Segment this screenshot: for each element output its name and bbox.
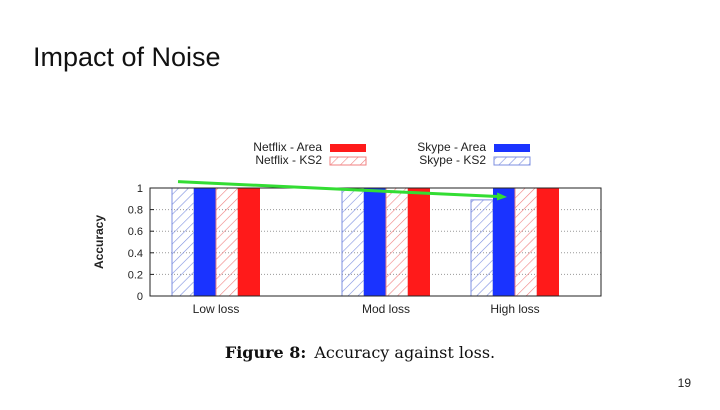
- page-number: 19: [677, 376, 691, 390]
- legend-label-netflix-ks2: Netflix - KS2: [255, 153, 322, 167]
- caption-text: Accuracy against loss.: [314, 343, 496, 362]
- legend-swatch-skype-area: [494, 144, 530, 152]
- bar-netflix-ks2-low-loss: [215, 187, 239, 297]
- axes: 0 0.2 0.4 0.6 0.8 1 Low loss Mod loss High loss A…: [92, 183, 602, 316]
- x-tick-label: Mod loss: [362, 302, 410, 316]
- y-tick-label: 0: [137, 291, 143, 303]
- bar-skype-ks2-low-loss: [171, 187, 195, 297]
- bar-netflix-area-high-loss: [537, 188, 559, 296]
- bar-skype-area-low-loss: [194, 188, 216, 296]
- bar-skype-area-high-loss: [493, 188, 515, 296]
- bar-skype-area-mod-loss: [364, 188, 386, 296]
- bar-netflix-ks2-mod-loss: [385, 187, 409, 297]
- y-tick-label: 0.4: [128, 248, 143, 260]
- y-tick-label: 0.8: [128, 205, 143, 217]
- y-tick-label: 0.6: [128, 226, 143, 238]
- plot-frame: [149, 187, 602, 297]
- x-tick-label: Low loss: [193, 302, 240, 316]
- caption-label: Figure 8:: [224, 343, 307, 362]
- bar-netflix-area-mod-loss: [408, 188, 430, 296]
- annotation: [177, 180, 507, 201]
- bar-skype-ks2-high-loss: [470, 199, 494, 297]
- legend-label-netflix-area: Netflix - Area: [253, 140, 322, 154]
- x-tick-label: High loss: [490, 302, 539, 316]
- bar-netflix-area-low-loss: [238, 188, 260, 296]
- legend-swatch-netflix-area: [330, 144, 366, 152]
- legend-swatch-skype-ks2: [493, 156, 531, 166]
- bars: [171, 187, 559, 297]
- bar-netflix-ks2-high-loss: [514, 187, 538, 297]
- figure-caption: Figure 8: Accuracy against loss.: [0, 343, 720, 362]
- legend-label-skype-area: Skype - Area: [417, 140, 486, 154]
- y-axis-label: Accuracy: [92, 215, 106, 269]
- legend-swatch-netflix-ks2: [329, 156, 367, 166]
- trend-arrow: [177, 180, 507, 201]
- y-tick-label: 1: [137, 183, 143, 195]
- bar-skype-ks2-mod-loss: [341, 187, 365, 297]
- legend-label-skype-ks2: Skype - KS2: [419, 153, 486, 167]
- slide-title: Impact of Noise: [33, 42, 221, 72]
- y-tick-label: 0.2: [128, 269, 143, 281]
